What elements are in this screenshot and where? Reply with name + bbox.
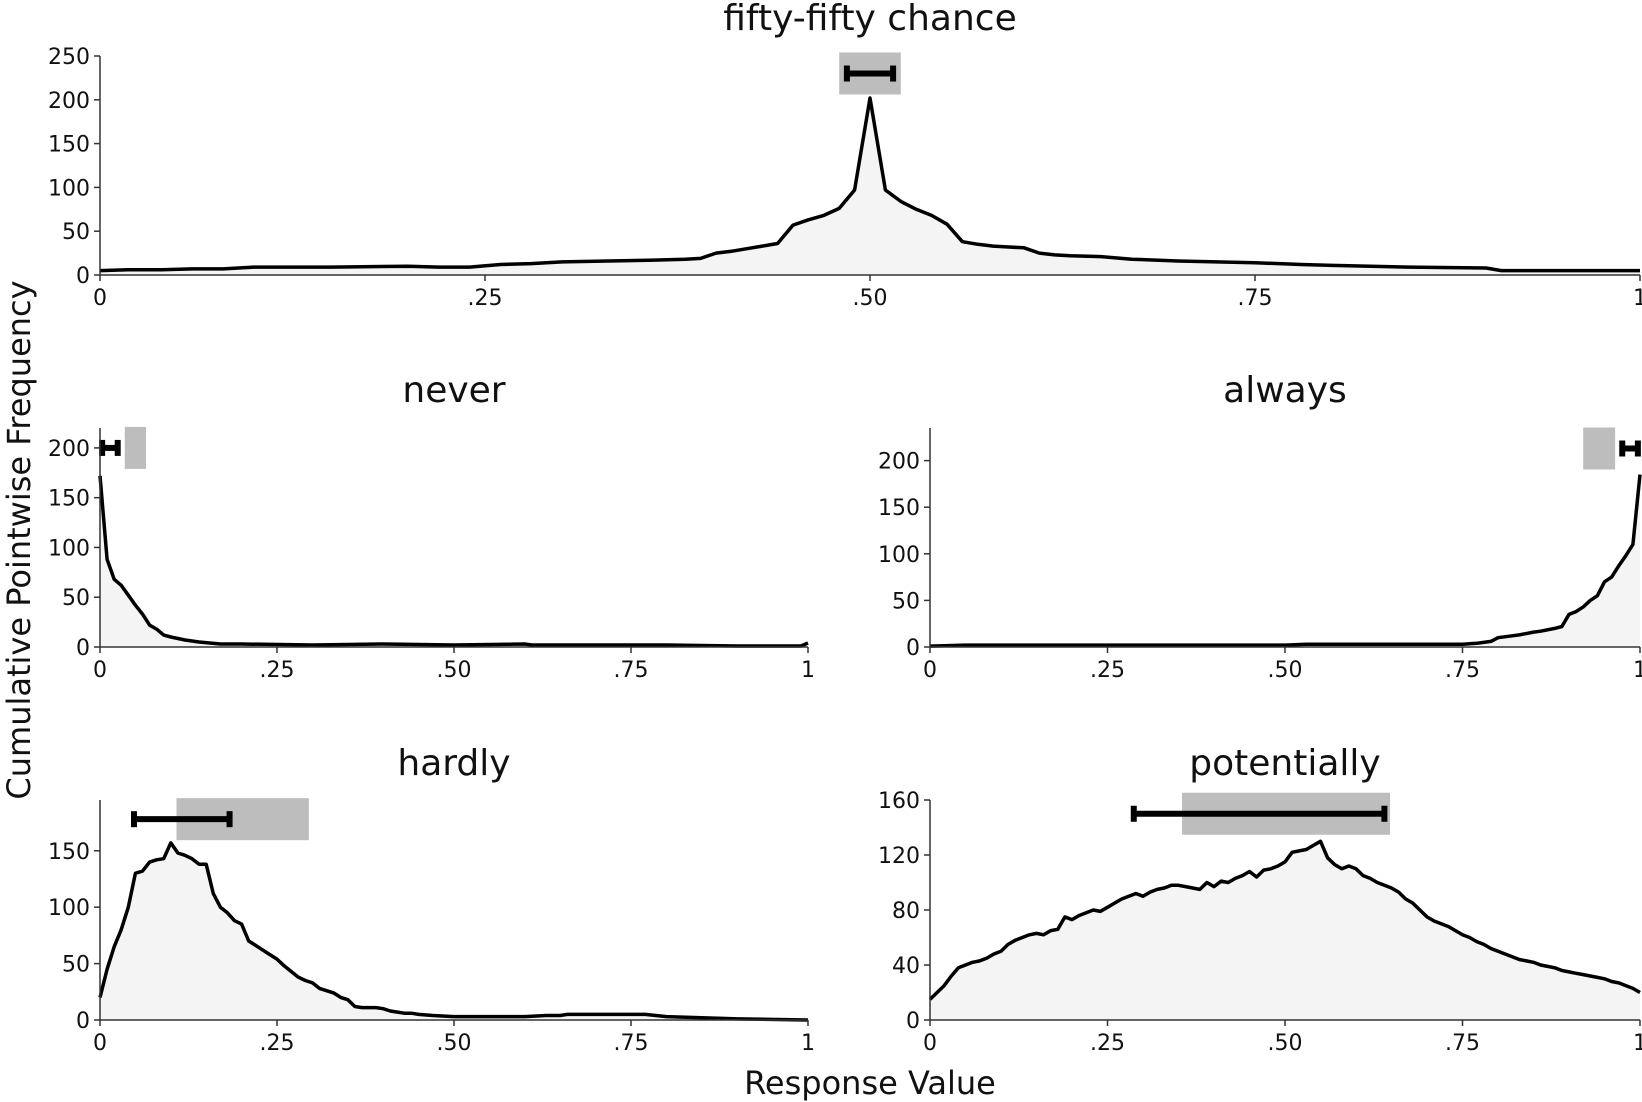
x-tick-label: .50 xyxy=(1268,658,1303,683)
density-curve xyxy=(98,841,809,1022)
y-tick-label: 50 xyxy=(892,589,920,614)
y-tick-label: 160 xyxy=(878,789,920,814)
y-tick-label: 0 xyxy=(906,1009,920,1034)
interval-band xyxy=(124,426,147,469)
x-tick-label: 1 xyxy=(801,1031,815,1056)
y-tick-label: 200 xyxy=(48,437,90,462)
y-tick-label: 100 xyxy=(48,176,90,201)
y-tick-label: 150 xyxy=(48,840,90,865)
x-tick-label: 1 xyxy=(801,658,815,683)
x-tick-label: 1 xyxy=(1633,286,1642,311)
density-area xyxy=(930,474,1640,647)
x-tick-label: .50 xyxy=(437,1031,472,1056)
y-tick-label: 150 xyxy=(48,133,90,158)
y-tick-label: 50 xyxy=(62,953,90,978)
x-tick-label: .75 xyxy=(1445,1031,1480,1056)
y-tick-label: 0 xyxy=(76,1009,90,1034)
y-axis-title: Cumulative Pointwise Frequency xyxy=(0,280,38,799)
density-area xyxy=(930,841,1640,1020)
x-tick-label: 0 xyxy=(93,658,107,683)
y-tick-label: 200 xyxy=(48,89,90,114)
panel-title: always xyxy=(1223,370,1347,411)
density-area xyxy=(100,98,1640,275)
y-tick-label: 40 xyxy=(892,954,920,979)
density-area xyxy=(100,842,808,1020)
interval-band xyxy=(1583,427,1616,470)
chart-panel: fifty-fifty chance 0 50 100 150 200 250 0 .25 .50… xyxy=(48,0,1642,311)
x-tick-label: .75 xyxy=(1238,286,1273,311)
x-tick-label: .25 xyxy=(260,658,295,683)
chart-panel: potentially 0 40 80 120 160 0 .25 .50 .75 1 xyxy=(878,743,1642,1056)
y-tick-label: 100 xyxy=(48,896,90,921)
y-tick-label: 0 xyxy=(76,264,90,289)
chart-panel: hardly 0 50 100 150 0 .25 .50 .75 1 xyxy=(48,743,815,1056)
y-tick-label: 120 xyxy=(878,844,920,869)
y-tick-label: 100 xyxy=(878,543,920,568)
x-tick-label: .25 xyxy=(1090,658,1125,683)
y-tick-label: 150 xyxy=(878,496,920,521)
y-tick-label: 0 xyxy=(906,636,920,661)
y-tick-label: 80 xyxy=(892,899,920,924)
y-tick-label: 250 xyxy=(48,45,90,70)
x-tick-label: .75 xyxy=(614,1031,649,1056)
x-tick-label: .50 xyxy=(1268,1031,1303,1056)
y-tick-label: 50 xyxy=(62,220,90,245)
x-axis-title: Response Value xyxy=(744,1064,996,1102)
chart-panel: always 0 50 100 150 200 0 .25 .50 .75 1 xyxy=(878,370,1642,683)
y-tick-label: 50 xyxy=(62,586,90,611)
x-tick-label: .75 xyxy=(1445,658,1480,683)
y-tick-label: 100 xyxy=(48,536,90,561)
x-tick-label: .50 xyxy=(853,286,888,311)
x-tick-label: 1 xyxy=(1633,658,1642,683)
panel-title: never xyxy=(402,370,505,411)
x-tick-label: .25 xyxy=(1090,1031,1125,1056)
y-tick-label: 150 xyxy=(48,487,90,512)
x-tick-label: 0 xyxy=(93,1031,107,1056)
panel-title: hardly xyxy=(397,743,510,784)
panels: fifty-fifty chance0501001502002500.25.50… xyxy=(48,0,1642,1056)
panel-title: potentially xyxy=(1189,743,1380,784)
y-tick-label: 0 xyxy=(76,636,90,661)
x-tick-label: 1 xyxy=(1633,1031,1642,1056)
density-area xyxy=(100,475,808,647)
density-curve xyxy=(928,839,1641,1001)
chart-panel: never 0 50 100 150 200 0 .25 .50 .75 1 xyxy=(48,370,815,683)
x-tick-label: .25 xyxy=(468,286,503,311)
x-tick-label: .50 xyxy=(437,658,472,683)
density-curve xyxy=(929,474,1642,648)
x-tick-label: 0 xyxy=(93,286,107,311)
x-tick-label: 0 xyxy=(923,1031,937,1056)
density-curve xyxy=(99,96,1640,273)
y-tick-label: 200 xyxy=(878,450,920,475)
x-tick-label: 0 xyxy=(923,658,937,683)
density-curve xyxy=(98,475,809,648)
panel-title: fifty-fifty chance xyxy=(723,0,1017,39)
x-tick-label: .25 xyxy=(260,1031,295,1056)
x-tick-label: .75 xyxy=(614,658,649,683)
